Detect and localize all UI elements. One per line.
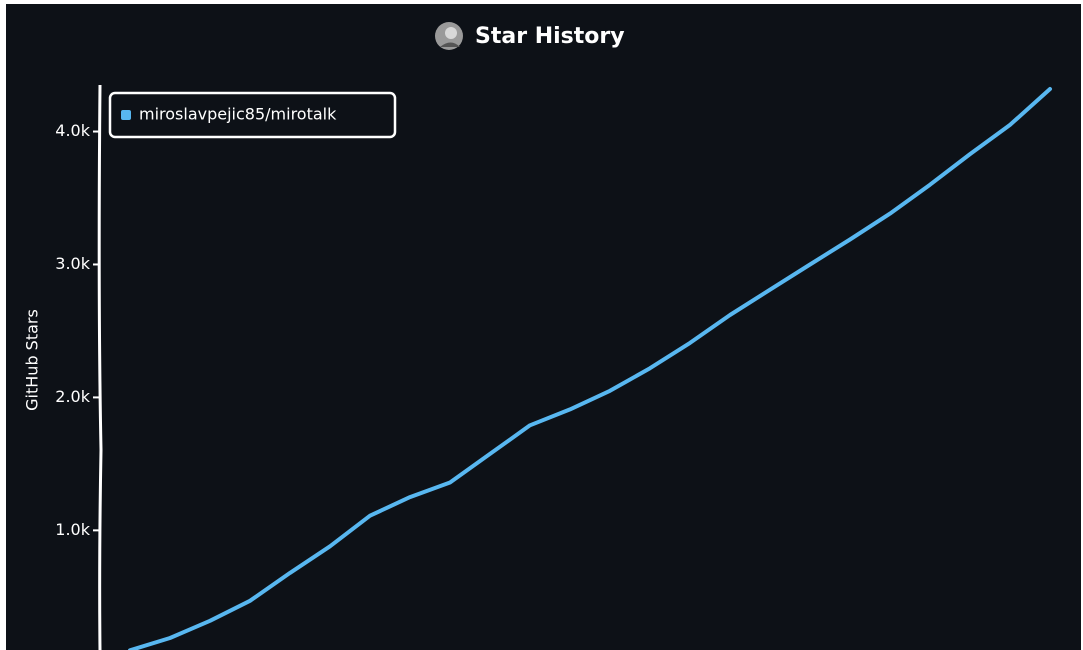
avatar xyxy=(435,22,463,50)
legend-swatch xyxy=(121,110,131,120)
y-tick-label: 2.0k xyxy=(55,387,90,406)
y-tick-label: 3.0k xyxy=(55,254,90,273)
y-axis xyxy=(97,84,103,650)
legend: miroslavpejic85/mirotalk xyxy=(108,91,397,139)
legend-label: miroslavpejic85/mirotalk xyxy=(139,105,337,124)
chart-title: Star History xyxy=(475,24,625,49)
y-tick-label: 4.0k xyxy=(55,121,90,140)
line xyxy=(128,87,1052,650)
y-axis-label: GitHub Stars xyxy=(23,309,42,411)
legend-box xyxy=(108,91,397,139)
y-tick-label: 1.0k xyxy=(55,520,90,539)
background xyxy=(6,4,1081,650)
